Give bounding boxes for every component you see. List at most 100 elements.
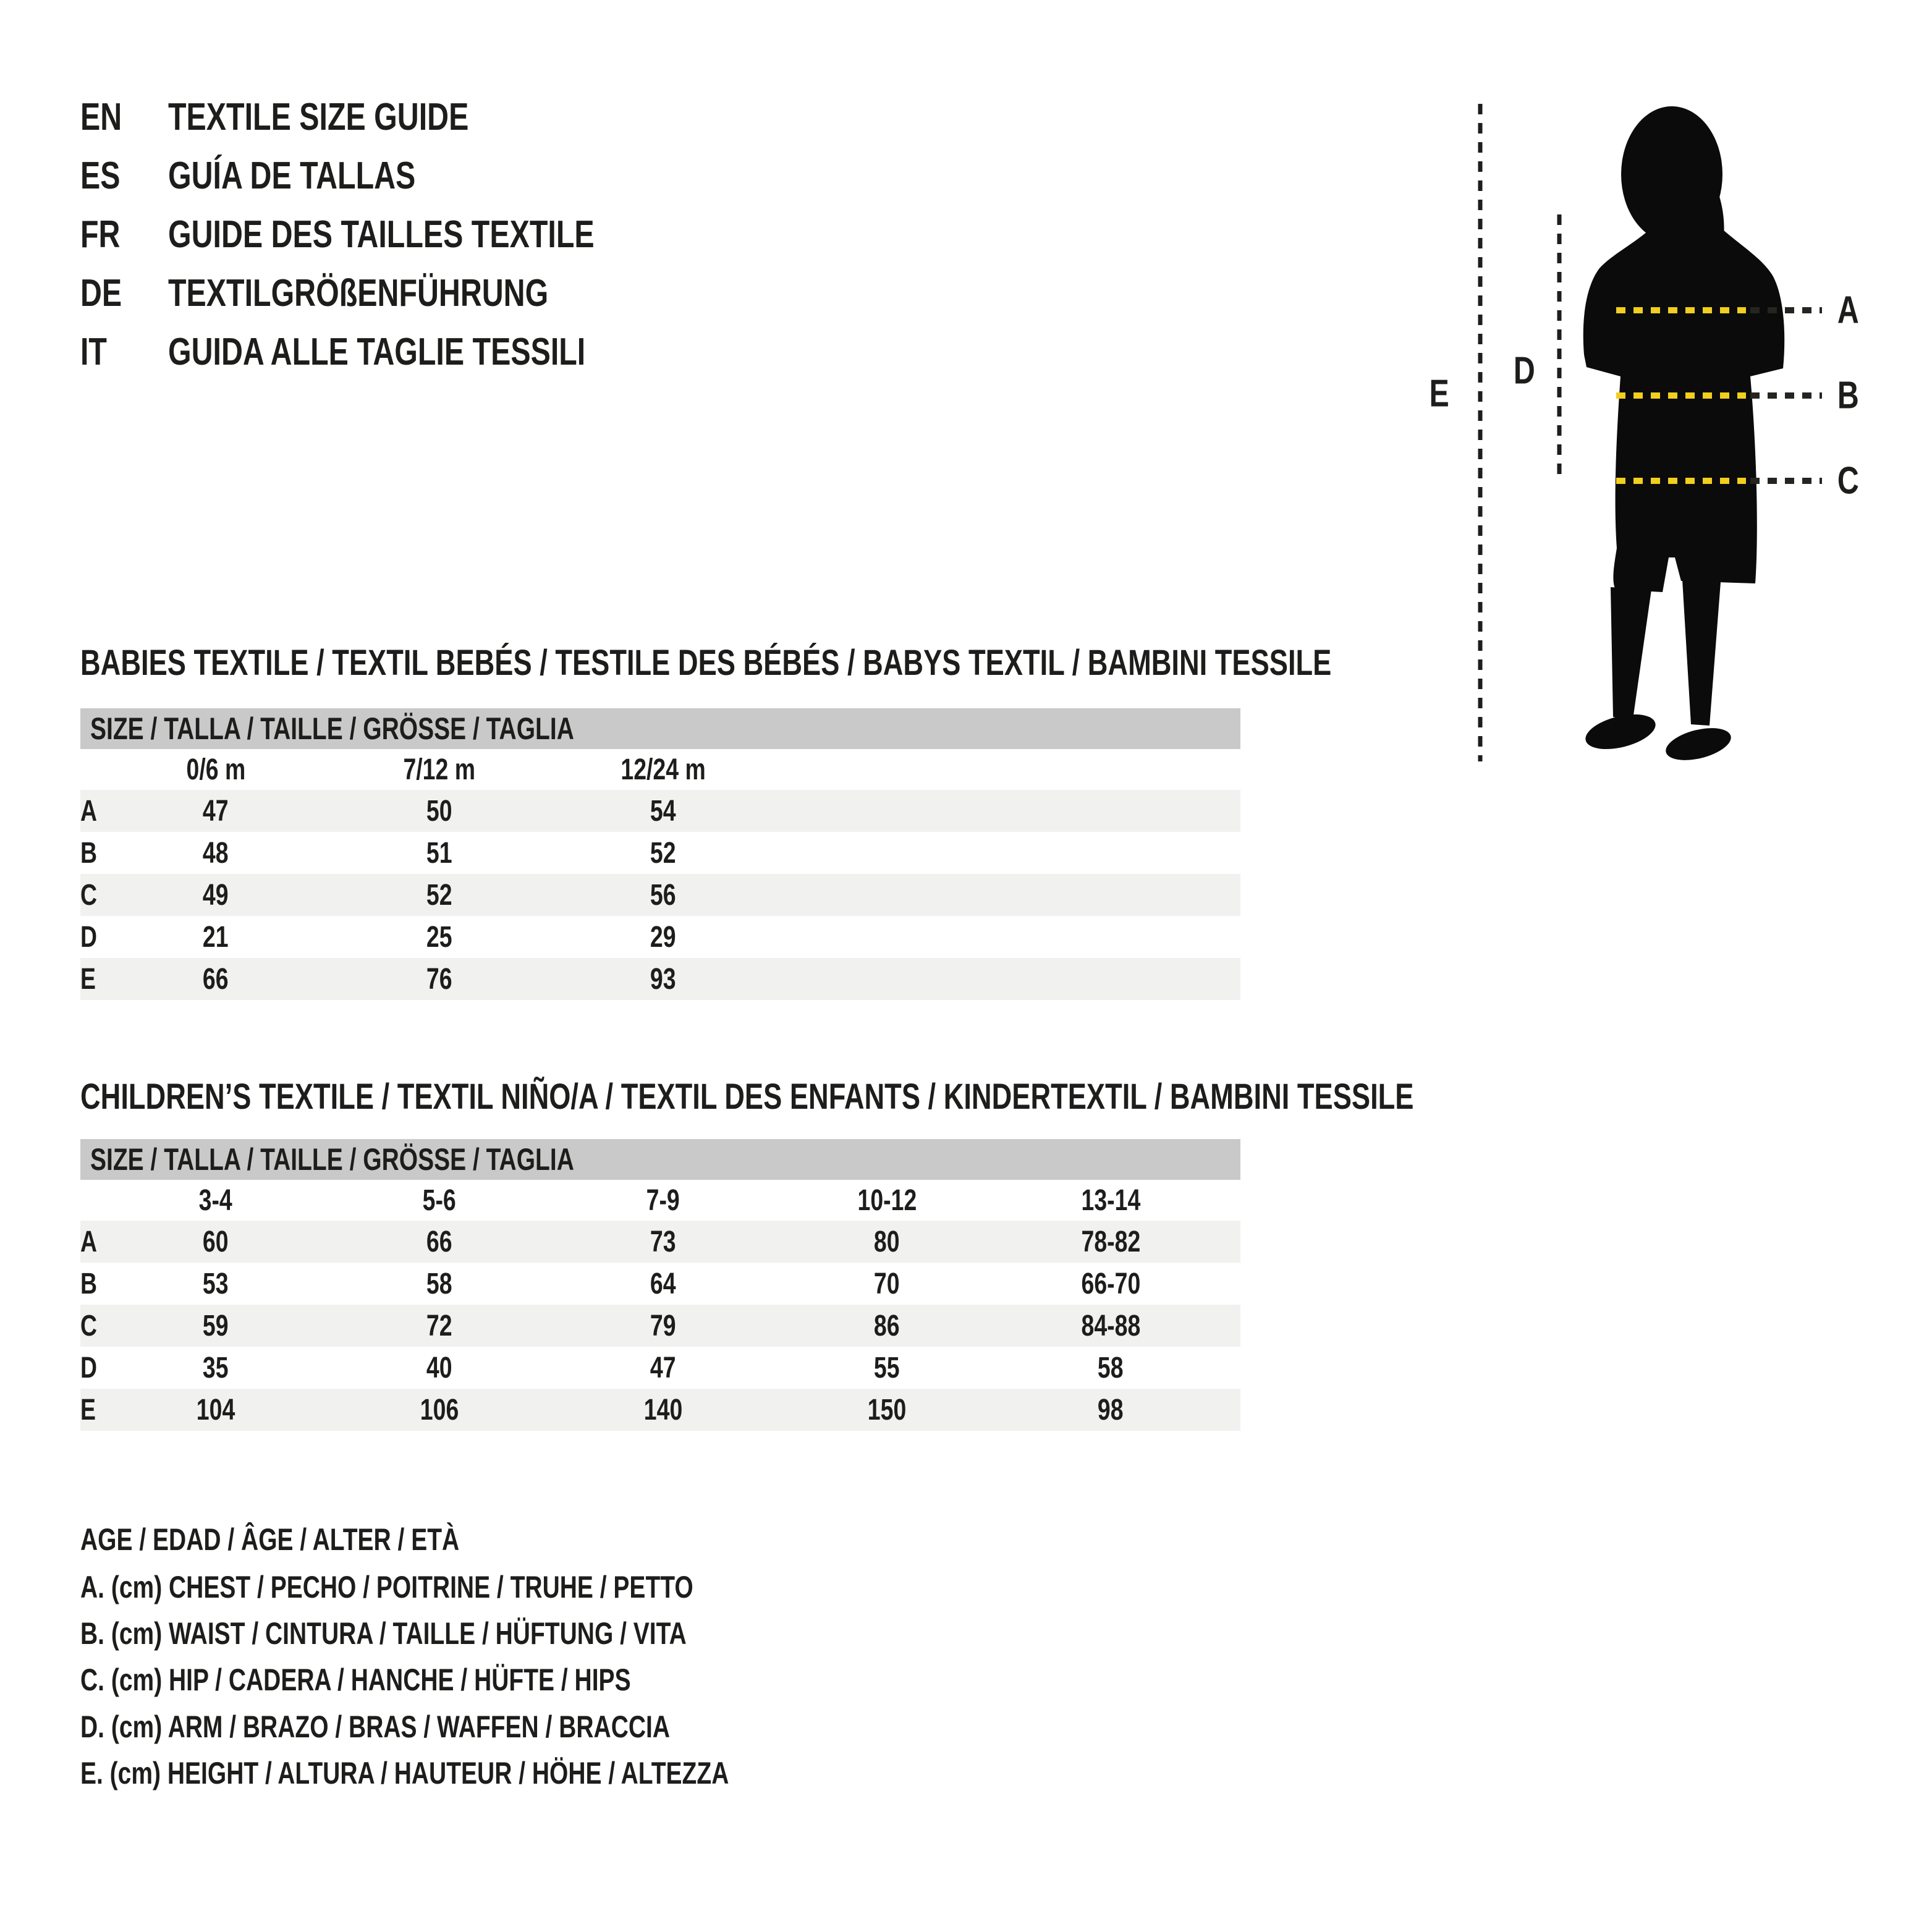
language-code: DE: [80, 272, 122, 315]
table-cell: 93: [650, 962, 676, 996]
row-label: E: [80, 1393, 96, 1426]
legend-line-chest: A. (cm) CHEST / PECHO / POITRINE / TRUHE…: [80, 1570, 693, 1604]
table-cell: 48: [203, 836, 229, 870]
silhouette-torso: [1583, 205, 1785, 592]
children-size-header-bar: SIZE / TALLA / TAILLE / GRÖSSE / TAGLIA: [80, 1139, 1240, 1180]
table-row: E 104 106 140 150 98: [80, 1389, 1240, 1431]
row-label: B: [80, 836, 98, 870]
child-measurement-diagram: [1478, 104, 1822, 761]
table-row: B 53 58 64 70 66-70: [80, 1263, 1240, 1305]
babies-size-header-bar: SIZE / TALLA / TAILLE / GRÖSSE / TAGLIA: [80, 708, 1240, 749]
table-cell: 140: [643, 1393, 683, 1426]
babies-section-title: BABIES TEXTILE / TEXTIL BEBÉS / TESTILE …: [80, 643, 1332, 683]
table-row: C 59 72 79 86 84-88: [80, 1305, 1240, 1347]
table-cell: 58: [426, 1267, 452, 1300]
table-row: D 21 25 29: [80, 916, 1240, 958]
row-label: C: [80, 878, 98, 912]
row-label: E: [80, 962, 96, 996]
language-row-fr: FR GUIDE DES TAILLES TEXTILE: [80, 205, 714, 264]
column-header: 13-14: [1081, 1184, 1140, 1217]
language-row-de: DE TEXTILGRÖßENFÜHRUNG: [80, 264, 714, 323]
table-row: B 48 51 52: [80, 832, 1240, 874]
row-label: A: [80, 794, 98, 828]
row-label: B: [80, 1267, 98, 1300]
legend-line-arm: D. (cm) ARM / BRAZO / BRAS / WAFFEN / BR…: [80, 1710, 671, 1744]
table-cell: 70: [874, 1267, 900, 1300]
table-cell: 73: [650, 1225, 676, 1258]
language-row-en: EN TEXTILE SIZE GUIDE: [80, 88, 714, 146]
language-row-es: ES GUÍA DE TALLAS: [80, 146, 714, 205]
column-header: 12/24 m: [621, 753, 706, 786]
marker-label-a: A: [1837, 289, 1859, 332]
table-cell: 64: [650, 1267, 676, 1300]
language-row-it: IT GUIDA ALLE TAGLIE TESSILI: [80, 323, 714, 381]
child-silhouette: [1583, 106, 1785, 760]
row-label: A: [80, 1225, 98, 1258]
table-cell: 76: [426, 962, 452, 996]
table-cell: 66: [203, 962, 229, 996]
table-cell: 86: [874, 1309, 900, 1342]
legend-line-hip: C. (cm) HIP / CADERA / HANCHE / HÜFTE / …: [80, 1663, 631, 1697]
table-cell: 29: [650, 920, 676, 954]
marker-label-e: E: [1429, 372, 1449, 415]
table-cell: 58: [1098, 1351, 1124, 1384]
marker-label-c: C: [1837, 459, 1859, 502]
row-label: C: [80, 1309, 98, 1342]
column-header: 7-9: [646, 1184, 680, 1217]
language-title-block: EN TEXTILE SIZE GUIDE ES GUÍA DE TALLAS …: [80, 88, 714, 381]
language-code: FR: [80, 213, 121, 256]
children-section-title: CHILDREN’S TEXTILE / TEXTIL NIÑO/A / TEX…: [80, 1077, 1414, 1117]
legend-line-age: AGE / EDAD / ÂGE / ALTER / ETÀ: [80, 1522, 460, 1557]
babies-column-header-row: 0/6 m 7/12 m 12/24 m: [80, 749, 1240, 790]
legend-line-height: E. (cm) HEIGHT / ALTURA / HAUTEUR / HÖHE…: [80, 1756, 729, 1790]
language-title: TEXTILGRÖßENFÜHRUNG: [168, 272, 549, 315]
table-cell: 60: [203, 1225, 229, 1258]
table-cell: 49: [203, 878, 229, 912]
table-cell: 150: [867, 1393, 907, 1426]
language-title: GUIDE DES TAILLES TEXTILE: [168, 213, 595, 256]
silhouette-left-shoe: [1585, 714, 1656, 750]
silhouette-right-shoe: [1666, 728, 1731, 760]
table-cell: 72: [426, 1309, 452, 1342]
column-header: 7/12 m: [403, 753, 476, 786]
language-code: EN: [80, 96, 122, 138]
column-header: 5-6: [422, 1184, 457, 1217]
table-cell: 98: [1098, 1393, 1124, 1426]
table-cell: 21: [203, 920, 229, 954]
language-title: GUÍA DE TALLAS: [168, 155, 416, 197]
legend-line-waist: B. (cm) WAIST / CINTURA / TAILLE / HÜFTU…: [80, 1616, 687, 1651]
language-code: IT: [80, 331, 107, 373]
table-cell: 25: [426, 920, 452, 954]
table-cell: 40: [426, 1351, 452, 1384]
table-row: C 49 52 56: [80, 874, 1240, 916]
table-cell: 54: [650, 794, 676, 828]
table-cell: 51: [426, 836, 452, 870]
table-cell: 84-88: [1081, 1309, 1140, 1342]
table-cell: 47: [650, 1351, 676, 1384]
table-cell: 53: [203, 1267, 229, 1300]
table-cell: 80: [874, 1225, 900, 1258]
table-cell: 47: [203, 794, 229, 828]
table-cell: 56: [650, 878, 676, 912]
table-cell: 66-70: [1081, 1267, 1140, 1300]
silhouette-right-leg: [1682, 580, 1721, 726]
marker-label-b: B: [1837, 374, 1859, 417]
table-cell: 55: [874, 1351, 900, 1384]
table-row: A 60 66 73 80 78-82: [80, 1221, 1240, 1263]
children-size-table: SIZE / TALLA / TAILLE / GRÖSSE / TAGLIA …: [80, 1139, 1240, 1431]
table-row: E 66 76 93: [80, 958, 1240, 1000]
marker-label-d: D: [1513, 349, 1535, 392]
silhouette-left-leg: [1611, 587, 1651, 719]
table-cell: 52: [426, 878, 452, 912]
table-cell: 50: [426, 794, 452, 828]
babies-size-table: SIZE / TALLA / TAILLE / GRÖSSE / TAGLIA …: [80, 708, 1240, 1000]
column-header: 10-12: [857, 1184, 917, 1217]
children-column-header-row: 3-4 5-6 7-9 10-12 13-14: [80, 1180, 1240, 1221]
table-row: D 35 40 47 55 58: [80, 1347, 1240, 1389]
row-label: D: [80, 1351, 98, 1384]
row-label: D: [80, 920, 98, 954]
table-cell: 59: [203, 1309, 229, 1342]
table-cell: 52: [650, 836, 676, 870]
table-cell: 79: [650, 1309, 676, 1342]
table-cell: 78-82: [1081, 1225, 1140, 1258]
